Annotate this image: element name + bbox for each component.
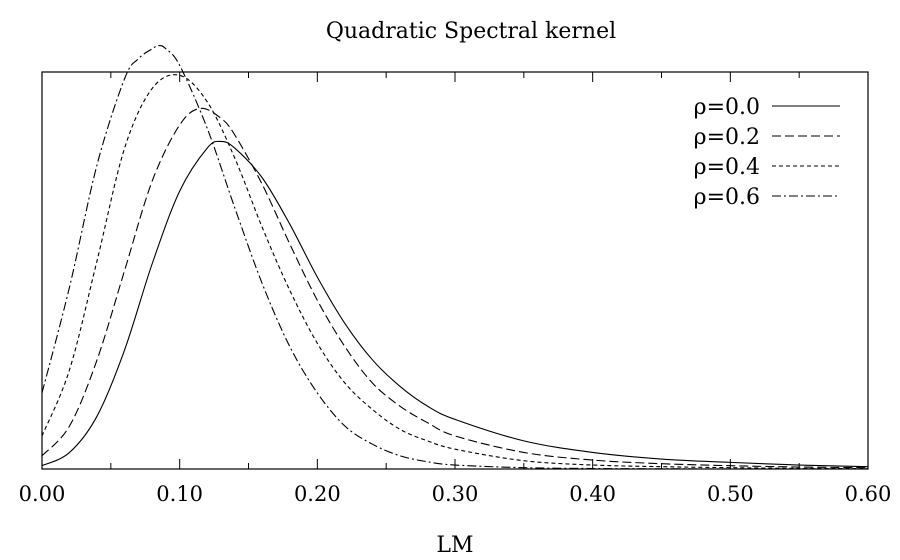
chart-title: Quadratic Spectral kernel [326,19,616,44]
x-tick-label: 0.20 [294,482,341,506]
legend-label-1: ρ=0.2 [694,125,760,150]
legend-label-2: ρ=0.4 [694,155,760,180]
series-line-1 [41,107,869,469]
series-line-3 [41,44,869,470]
x-tick-label: 0.30 [432,482,479,506]
series-line-2 [41,74,869,470]
x-tick-label: 0.60 [845,482,892,506]
x-tick-label: 0.10 [156,482,203,506]
x-tick-label: 0.00 [19,482,66,506]
x-tick-label: 0.40 [569,482,616,506]
legend-label-0: ρ=0.0 [694,95,760,120]
plot-area: 0.00 0.10 0.20 0.30 0.40 0.50 0.60 ρ=0.0 ρ=0.2 ρ=… [19,44,892,506]
series-line-0 [41,140,869,468]
legend-label-3: ρ=0.6 [694,185,760,210]
x-axis-label: LM [436,533,473,558]
x-tick-label: 0.50 [707,482,754,506]
